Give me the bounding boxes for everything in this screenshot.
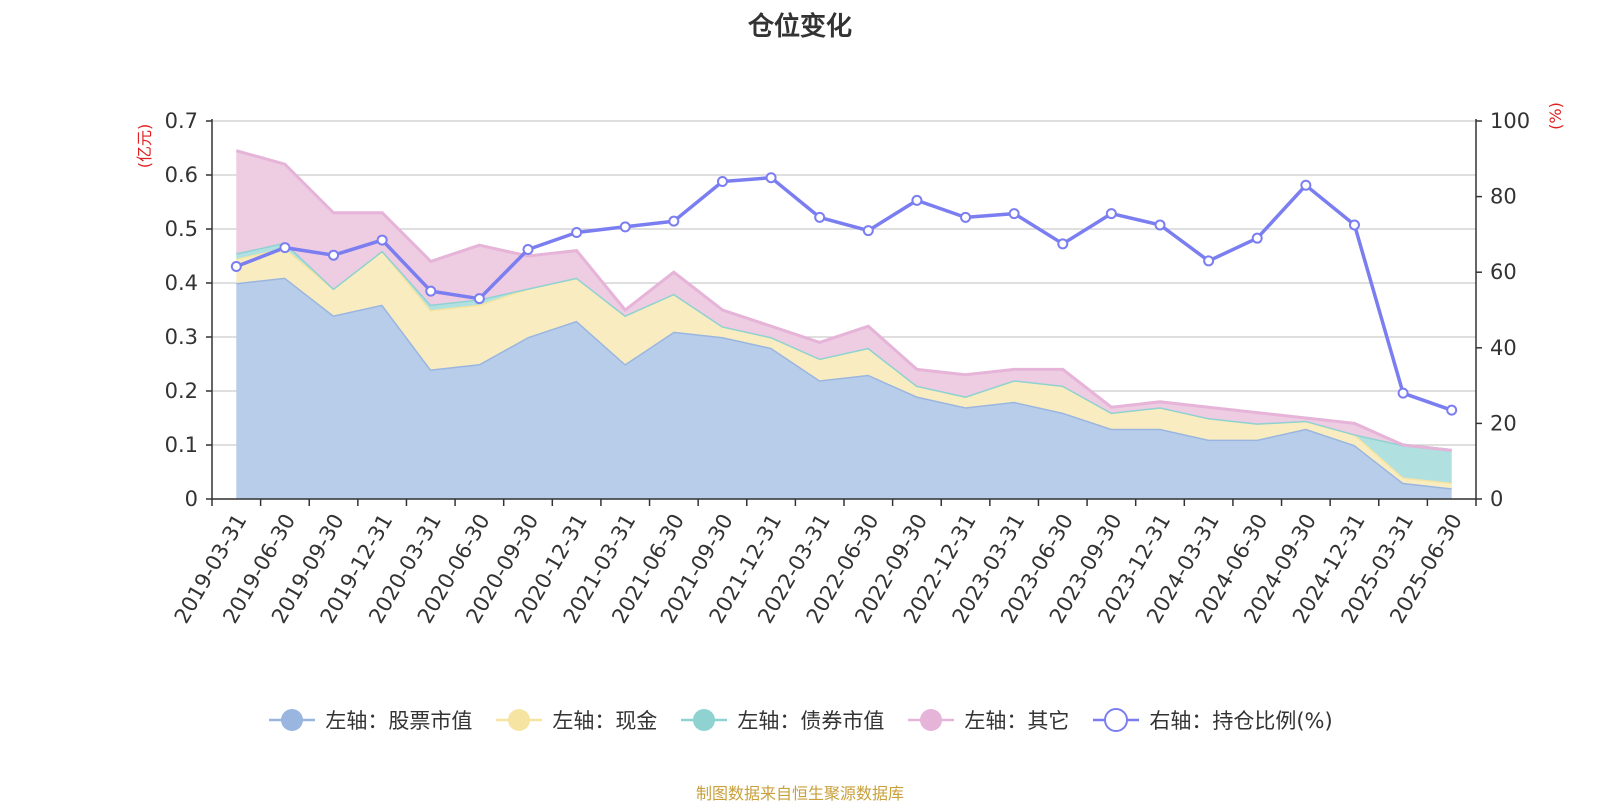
source-note: 制图数据来自恒生聚源数据库 xyxy=(695,784,904,803)
legend-label: 左轴：债券市值 xyxy=(737,709,885,733)
ratio-point xyxy=(376,234,388,246)
ratio-point xyxy=(1300,179,1312,191)
ratio-point xyxy=(425,285,437,297)
ratio-point xyxy=(1251,232,1263,244)
ratio-point xyxy=(960,211,972,223)
legend-swatch-marker xyxy=(1104,708,1129,732)
ratio-point xyxy=(1154,219,1166,231)
right-tick-label: 100 xyxy=(1490,109,1530,133)
right-tick-label: 40 xyxy=(1490,336,1517,360)
ratio-point xyxy=(522,244,534,256)
legend-swatch-other xyxy=(908,709,955,731)
left-axis-unit: (亿元) xyxy=(135,124,154,169)
ratio-point xyxy=(1057,238,1069,250)
ratio-point xyxy=(328,249,340,261)
ratio-point xyxy=(1446,404,1458,416)
ratio-point xyxy=(1008,208,1020,220)
legend-swatch-bond xyxy=(681,709,728,731)
left-tick-label: 0.5 xyxy=(165,217,198,241)
ratio-point xyxy=(279,242,291,254)
legend-item-bond[interactable]: 左轴：债券市值 xyxy=(679,705,884,735)
left-tick-label: 0.6 xyxy=(165,163,198,187)
legend-swatch-marker xyxy=(508,709,531,731)
ratio-point xyxy=(1105,208,1117,220)
ratio-point xyxy=(668,215,680,227)
left-tick-label: 0.1 xyxy=(165,433,198,457)
legend-swatch-marker xyxy=(693,709,716,731)
ratio-point xyxy=(1397,387,1409,399)
left-tick-label: 0.2 xyxy=(165,379,198,403)
legend-swatch-cash xyxy=(496,709,543,731)
left-tick-label: 0.4 xyxy=(165,271,198,295)
ratio-line-layer xyxy=(230,172,1458,416)
stacked-areas xyxy=(235,149,1452,499)
ratio-point xyxy=(765,172,777,184)
ratio-point xyxy=(862,225,874,237)
left-tick-label: 0.7 xyxy=(165,109,198,133)
ratio-line xyxy=(235,175,1453,412)
ratio-point xyxy=(814,211,826,223)
legend-label: 左轴：现金 xyxy=(552,709,658,733)
ratio-point xyxy=(911,194,923,206)
right-tick-label: 60 xyxy=(1490,260,1517,284)
ratio-point xyxy=(230,261,242,273)
position-chart: 00.10.20.30.40.50.60.70204060801002019-0… xyxy=(135,102,1565,627)
right-axis-unit: (%) xyxy=(1546,102,1565,130)
legend-item-other[interactable]: 左轴：其它 xyxy=(906,705,1069,735)
area-edge-other xyxy=(235,149,1452,452)
legend-item-stock[interactable]: 左轴：股票市值 xyxy=(267,705,472,735)
area-edge-bond xyxy=(235,240,1452,452)
right-tick-label: 0 xyxy=(1490,487,1503,511)
left-tick-label: 0.3 xyxy=(165,325,198,349)
legend-label: 右轴：持仓比例(%) xyxy=(1149,709,1333,733)
right-tick-label: 80 xyxy=(1490,185,1517,209)
legend-swatch-marker xyxy=(281,709,304,731)
ratio-point xyxy=(1203,255,1215,267)
legend-label: 左轴：股票市值 xyxy=(325,709,473,733)
ratio-point xyxy=(1348,219,1360,231)
ratio-point xyxy=(619,221,631,233)
legend: 左轴：股票市值 左轴：现金 左轴：债券市值 左轴：其它 右轴：持仓比例(%) xyxy=(0,705,1600,735)
legend-item-cash[interactable]: 左轴：现金 xyxy=(494,705,657,735)
legend-swatch-marker xyxy=(920,709,943,731)
legend-item-ratio[interactable]: 右轴：持仓比例(%) xyxy=(1091,705,1333,735)
right-tick-label: 20 xyxy=(1490,411,1517,435)
ratio-point xyxy=(473,293,485,305)
legend-label: 左轴：其它 xyxy=(964,709,1070,733)
area-cash xyxy=(236,247,1452,489)
ratio-point xyxy=(571,227,583,239)
left-tick-label: 0 xyxy=(185,487,198,511)
legend-swatch-stock xyxy=(269,709,316,731)
chart-title: 仓位变化 xyxy=(747,12,852,42)
ratio-point xyxy=(716,175,728,187)
legend-swatch-ratio xyxy=(1093,708,1140,732)
